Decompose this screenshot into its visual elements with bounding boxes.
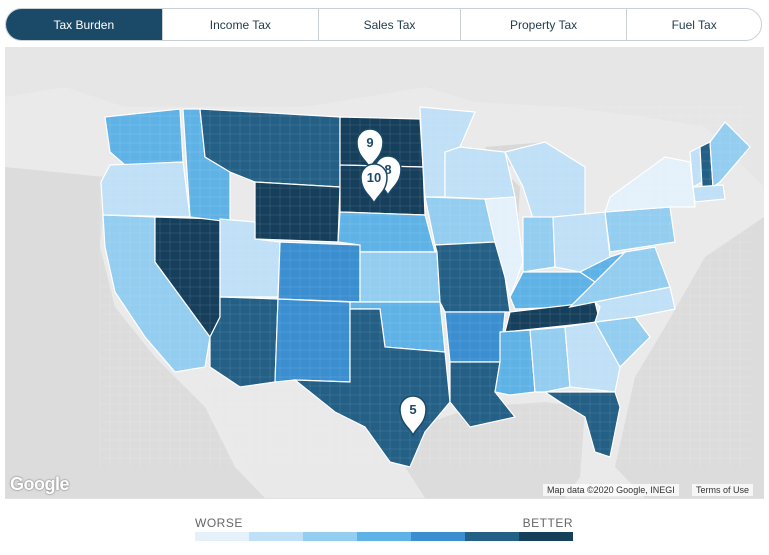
- state-indiana[interactable]: [522, 216, 556, 273]
- state-regions: [100, 106, 751, 468]
- legend-color-scale: [195, 532, 573, 541]
- state-maine[interactable]: [709, 121, 751, 189]
- legend: WORSE BETTER: [195, 516, 573, 541]
- marker-label: 9: [366, 135, 373, 150]
- gulf-of-mexico: [405, 402, 585, 498]
- google-logo: Google: [10, 474, 70, 494]
- state-mississippi[interactable]: [494, 329, 536, 396]
- legend-swatch-1: [195, 532, 249, 541]
- legend-worse-label: WORSE: [195, 516, 243, 530]
- state-massachusetts[interactable]: [692, 184, 726, 203]
- state-florida[interactable]: [543, 391, 621, 458]
- rank-marker-9[interactable]: 9: [356, 128, 384, 170]
- tab-income-tax[interactable]: Income Tax: [161, 9, 319, 40]
- legend-swatch-6: [465, 532, 519, 541]
- marker-pin-icon: [399, 395, 427, 437]
- marker-pin-icon: [356, 128, 384, 170]
- rank-marker-10[interactable]: 10: [360, 163, 388, 205]
- county-map[interactable]: 9 8 10 5: [5, 47, 764, 498]
- legend-swatch-3: [303, 532, 357, 541]
- marker-label: 5: [409, 402, 416, 417]
- terms-of-use-link[interactable]: Terms of Use: [692, 484, 754, 496]
- state-arkansas[interactable]: [444, 311, 506, 363]
- legend-swatch-7: [519, 532, 573, 541]
- legend-better-label: BETTER: [522, 516, 573, 530]
- state-new-york[interactable]: [604, 156, 696, 213]
- state-west-virginia[interactable]: [578, 251, 626, 283]
- state-georgia[interactable]: [564, 321, 621, 393]
- tab-fuel-tax[interactable]: Fuel Tax: [626, 9, 761, 40]
- tab-sales-tax[interactable]: Sales Tax: [318, 9, 460, 40]
- county-grid: [99, 106, 750, 467]
- rank-marker-5[interactable]: 5: [399, 395, 427, 437]
- atlantic-ocean: [615, 217, 764, 498]
- mexico-region: [205, 387, 425, 498]
- map-attribution: Map data ©2020 Google, INEGI: [543, 484, 679, 496]
- state-alabama[interactable]: [529, 326, 571, 393]
- legend-swatch-5: [411, 532, 465, 541]
- marker-pin-icon: [360, 163, 388, 205]
- state-new-mexico[interactable]: [274, 298, 351, 383]
- tax-type-tabs: Tax Burden Income Tax Sales Tax Property…: [5, 8, 762, 41]
- divider: [5, 498, 764, 499]
- pacific-ocean: [5, 167, 265, 498]
- canada-region: [5, 47, 764, 187]
- state-oregon[interactable]: [100, 161, 191, 218]
- state-washington[interactable]: [104, 108, 184, 166]
- legend-swatch-4: [357, 532, 411, 541]
- marker-label: 10: [367, 170, 381, 185]
- legend-swatch-2: [249, 532, 303, 541]
- marker-label: 8: [384, 162, 391, 177]
- tab-tax-burden[interactable]: Tax Burden: [6, 9, 162, 40]
- tab-property-tax[interactable]: Property Tax: [459, 9, 627, 40]
